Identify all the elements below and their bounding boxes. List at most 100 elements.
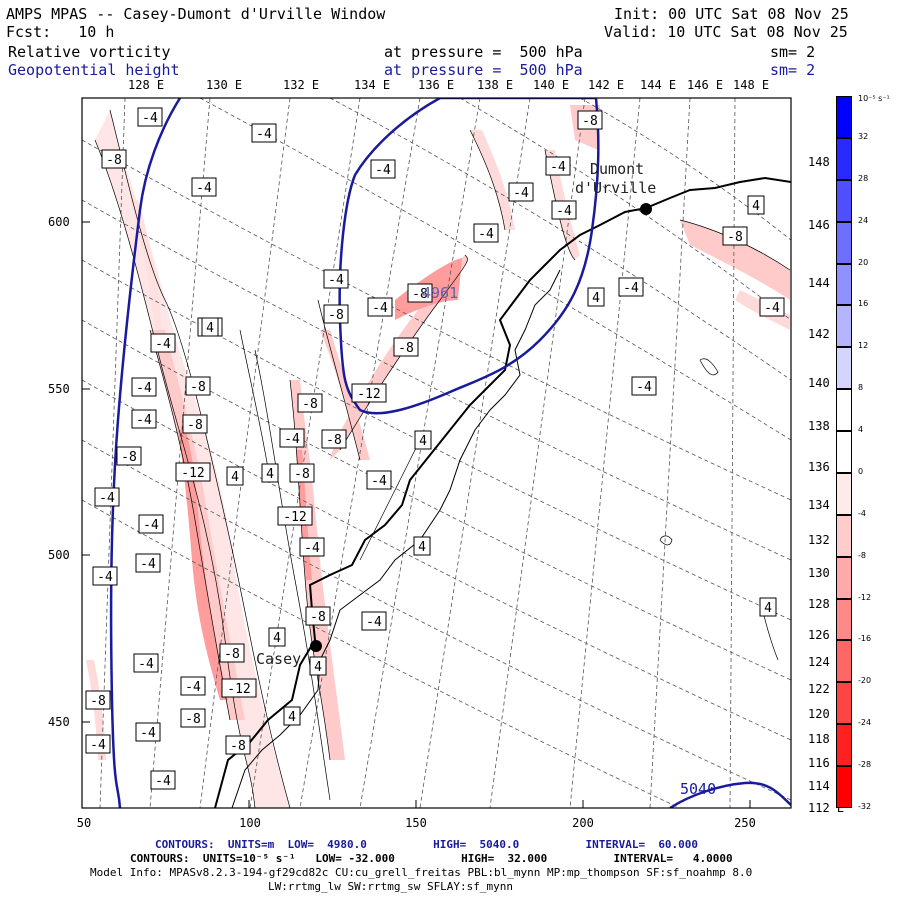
top-lon-label: 142 E bbox=[588, 78, 625, 92]
svg-text:-8: -8 bbox=[398, 341, 414, 356]
right-lon-label: 132 E bbox=[808, 533, 845, 547]
right-lon-label: 116 E bbox=[808, 756, 845, 770]
svg-text:-4: -4 bbox=[764, 301, 780, 316]
height-contour-5040 bbox=[669, 781, 791, 808]
svg-text:-4: -4 bbox=[513, 186, 529, 201]
field1-name: Relative vorticity bbox=[8, 43, 171, 61]
svg-text:-12: -12 bbox=[283, 510, 306, 525]
init-time: Init: 00 UTC Sat 08 Nov 25 bbox=[614, 5, 849, 23]
plot-frame bbox=[81, 97, 792, 809]
top-lon-label: 128 E bbox=[128, 78, 165, 92]
vorticity-label: -8 bbox=[722, 226, 748, 246]
svg-text:-12: -12 bbox=[357, 387, 380, 402]
svg-text:-4: -4 bbox=[90, 738, 106, 753]
colorbar-swatch bbox=[836, 682, 852, 725]
vorticity-label-4-text: 4 bbox=[419, 434, 427, 449]
height-contour-4961 bbox=[338, 98, 600, 415]
svg-text:-4: -4 bbox=[284, 432, 300, 447]
colorbar-swatch bbox=[836, 556, 852, 599]
vorticity-label: -4 bbox=[85, 734, 111, 754]
colorbar-label: -20 bbox=[858, 676, 872, 686]
svg-text:-8: -8 bbox=[310, 610, 326, 625]
vorticity-label: -4 bbox=[131, 409, 157, 429]
colorbar-label: -4 bbox=[858, 508, 866, 518]
svg-text:-8: -8 bbox=[326, 433, 342, 448]
forecast-hour: Fcst: 10 h bbox=[6, 23, 115, 41]
map-title: AMPS MPAS -- Casey-Dumont d'Urville Wind… bbox=[6, 5, 386, 23]
top-lon-label: 132 E bbox=[283, 78, 320, 92]
right-lon-label: 118 E bbox=[808, 732, 845, 746]
field1-level: at pressure = 500 hPa bbox=[384, 43, 583, 61]
field2-level: at pressure = 500 hPa bbox=[384, 61, 583, 79]
vorticity-label: -8 bbox=[180, 708, 206, 728]
durville-label: d'Urville bbox=[575, 179, 656, 197]
svg-text:-4: -4 bbox=[97, 570, 113, 585]
vorticity-label: -4 bbox=[191, 177, 217, 197]
vorticity-label: -8 bbox=[116, 446, 142, 466]
vorticity-label: -4 bbox=[135, 722, 161, 742]
vorticity-label: -4 bbox=[759, 297, 785, 317]
colorbar-swatch bbox=[836, 305, 852, 348]
svg-text:-4: -4 bbox=[366, 615, 382, 630]
right-lon-label: 128 E bbox=[808, 597, 845, 611]
height-contour-4980 bbox=[109, 98, 182, 808]
x-tick-label: 150 bbox=[405, 816, 427, 830]
svg-text:-8: -8 bbox=[187, 418, 203, 433]
vorticity-label: -4 bbox=[133, 653, 159, 673]
right-lon-label: 134 E bbox=[808, 498, 845, 512]
svg-text:-4: -4 bbox=[136, 413, 152, 428]
svg-text:-4: -4 bbox=[143, 518, 159, 533]
colorbar-label: -12 bbox=[858, 592, 872, 602]
colorbar-label: 20 bbox=[858, 257, 869, 267]
vorticity-label: -8 bbox=[182, 414, 208, 434]
vorticity-label: -8 bbox=[577, 110, 603, 130]
svg-text:-4: -4 bbox=[375, 163, 391, 178]
svg-text:-8: -8 bbox=[582, 114, 598, 129]
svg-text:-12: -12 bbox=[181, 466, 204, 481]
vorticity-label-4-text: 4 bbox=[418, 540, 426, 555]
colorbar-label: 0 bbox=[858, 466, 864, 476]
colorbar-label: -24 bbox=[858, 718, 872, 728]
footer-model-info: Model Info: MPASv8.2.3-194-gf29cd82c CU:… bbox=[90, 866, 753, 879]
right-lon-label: 142 E bbox=[808, 327, 845, 341]
top-lon-label: 140 E bbox=[533, 78, 570, 92]
right-lon-label: 126 E bbox=[808, 628, 845, 642]
svg-text:-8: -8 bbox=[90, 694, 106, 709]
svg-text:-8: -8 bbox=[224, 647, 240, 662]
x-tick-label: 50 bbox=[76, 816, 92, 830]
colorbar-label: -16 bbox=[858, 634, 872, 644]
colorbar-label: -28 bbox=[858, 760, 872, 770]
colorbar-unit: 10⁻⁵ s⁻¹ bbox=[858, 94, 890, 103]
svg-text:-8: -8 bbox=[106, 153, 122, 168]
svg-text:-4: -4 bbox=[371, 474, 387, 489]
svg-text:-8: -8 bbox=[121, 450, 137, 465]
vorticity-label-4-text: 4 bbox=[266, 467, 274, 482]
vorticity-label: -4 bbox=[150, 333, 176, 353]
casey-station bbox=[310, 640, 322, 652]
right-lon-label: 138 E bbox=[808, 419, 845, 433]
vorticity-label: -4 bbox=[323, 269, 349, 289]
vorticity-label: -12 bbox=[277, 506, 313, 526]
svg-text:-8: -8 bbox=[302, 397, 318, 412]
top-lon-label: 144 E bbox=[640, 78, 677, 92]
vorticity-label-4-text: 4 bbox=[288, 710, 296, 725]
vorticity-label-4 bbox=[261, 463, 279, 483]
svg-text:-4: -4 bbox=[140, 726, 156, 741]
svg-text:-4: -4 bbox=[155, 774, 171, 789]
colorbar-swatch bbox=[836, 640, 852, 683]
vorticity-label-4 bbox=[201, 317, 219, 337]
vorticity-label: -4 bbox=[137, 107, 163, 127]
right-lon-label: 120 E bbox=[808, 707, 845, 721]
colorbar-swatch bbox=[836, 724, 852, 767]
vorticity-label-4 bbox=[414, 430, 432, 450]
colorbar-swatch bbox=[836, 389, 852, 432]
svg-text:-4: -4 bbox=[185, 680, 201, 695]
svg-text:-4: -4 bbox=[550, 160, 566, 175]
vorticity-shading bbox=[86, 105, 790, 808]
vorticity-label-4 bbox=[268, 627, 286, 647]
colorbar-label: 16 bbox=[858, 299, 869, 309]
vorticity-label: -8 bbox=[101, 149, 127, 169]
right-lon-label: 140 E bbox=[808, 376, 845, 390]
colorbar bbox=[836, 96, 854, 808]
